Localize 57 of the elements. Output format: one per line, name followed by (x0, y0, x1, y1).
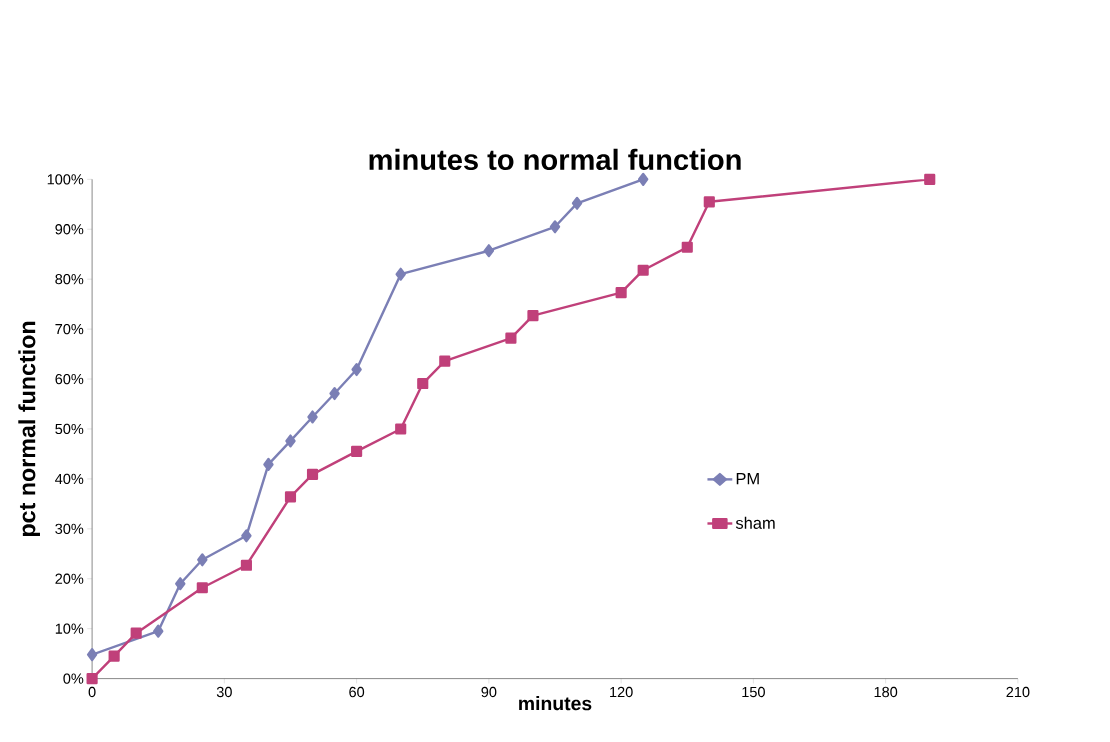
point (285, 434, 296, 448)
point (681, 241, 693, 253)
point (306, 469, 319, 481)
y-tick-label: 40% (55, 473, 84, 485)
x-tick-label: 210 (1006, 687, 1030, 698)
y-tick-label: 90% (55, 224, 84, 235)
point (395, 267, 406, 281)
legend-label: sham (735, 516, 775, 530)
point (615, 287, 627, 299)
point (637, 264, 649, 276)
x-axis-title: minutes (519, 696, 592, 711)
y-tick-label: 30% (55, 523, 84, 535)
y-tick-label: 0% (63, 673, 84, 684)
point (284, 491, 297, 503)
y-tick-label: 60% (55, 374, 84, 385)
y-tick-label: 100% (47, 174, 84, 185)
point (351, 446, 363, 458)
point (240, 559, 252, 572)
point (86, 673, 98, 685)
point (197, 553, 208, 567)
point (527, 310, 539, 322)
point (153, 624, 164, 638)
point (86, 648, 98, 662)
point (703, 196, 715, 208)
point (196, 582, 208, 594)
x-tick-label: 90 (481, 687, 497, 698)
legend-label: PM (736, 473, 759, 485)
y-axis-title: pct normal function (18, 322, 40, 537)
x-tick-label: 0 (88, 687, 96, 698)
x-tick-label: 150 (742, 687, 765, 698)
point (108, 650, 120, 662)
x-tick-label: 60 (349, 687, 365, 698)
point (924, 173, 936, 186)
point (263, 458, 274, 472)
point (329, 387, 340, 401)
point (505, 332, 517, 344)
point (395, 423, 407, 435)
y-tick-label: 80% (55, 274, 84, 285)
point (130, 627, 142, 639)
y-tick-label: 10% (55, 623, 84, 634)
point (549, 220, 561, 234)
x-tick-label: 120 (610, 687, 633, 698)
point (175, 577, 186, 591)
point (571, 196, 583, 211)
x-tick-label: 30 (216, 687, 232, 698)
y-tick-label: 50% (55, 424, 84, 435)
point (351, 363, 362, 377)
y-tick-label: 70% (55, 324, 84, 335)
point (417, 378, 429, 390)
point (637, 172, 649, 187)
point (241, 529, 252, 543)
point (439, 355, 451, 367)
chart-title: minutes to normal function (369, 148, 741, 171)
point (307, 410, 318, 424)
point (483, 244, 495, 258)
x-tick-label: 180 (874, 687, 898, 698)
y-tick-label: 20% (55, 573, 84, 585)
